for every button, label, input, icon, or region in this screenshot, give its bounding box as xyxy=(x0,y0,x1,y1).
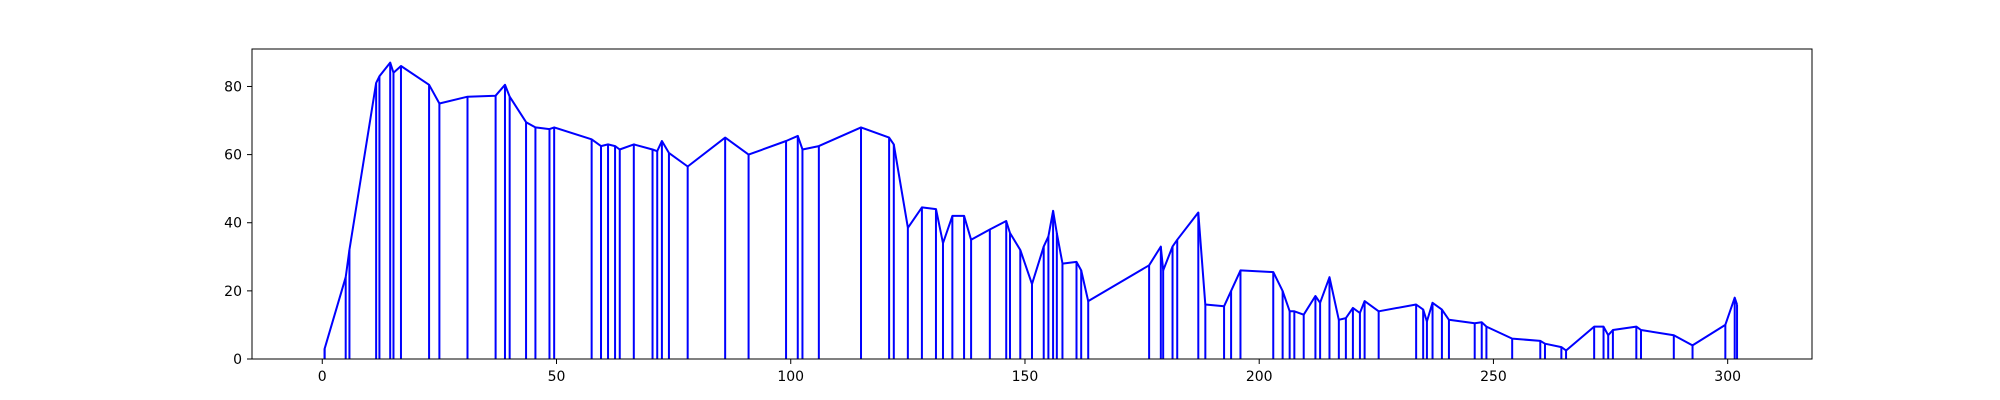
x-tick-label: 300 xyxy=(1714,369,1741,385)
x-tick-label: 50 xyxy=(548,369,566,385)
series-line xyxy=(323,61,1738,359)
y-tick-label: 80 xyxy=(224,79,242,95)
x-tick-label: 0 xyxy=(318,369,327,385)
y-tick-label: 40 xyxy=(224,216,242,232)
x-axis: 0 50 100 150 200 250 300 xyxy=(318,359,1741,385)
y-tick-label: 20 xyxy=(224,284,242,300)
y-axis: 0 20 40 60 80 xyxy=(224,79,252,368)
x-tick-label: 150 xyxy=(1012,369,1039,385)
y-tick-label: 0 xyxy=(233,352,242,368)
x-tick-label: 100 xyxy=(777,369,804,385)
plot-frame xyxy=(251,48,1813,360)
x-tick-label: 200 xyxy=(1246,369,1273,385)
plot-content xyxy=(323,61,1739,359)
x-tick-label: 250 xyxy=(1480,369,1507,385)
y-tick-label: 60 xyxy=(224,148,242,164)
